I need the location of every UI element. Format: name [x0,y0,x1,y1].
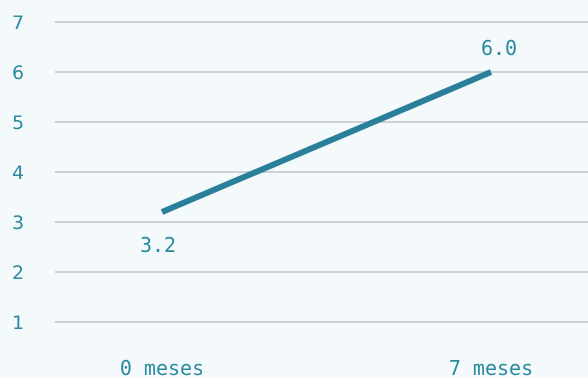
x-axis-ticks: 0 meses 7 meses [120,356,533,378]
series-group [160,69,493,215]
y-tick-label: 3 [12,212,24,234]
y-tick-label: 2 [12,262,24,284]
y-tick-label: 6 [12,62,24,84]
series-line [160,69,493,215]
x-tick-label: 7 meses [449,356,533,378]
data-label: 3.2 [140,233,176,257]
y-axis-ticks: 1 2 3 4 5 6 7 [12,12,24,334]
x-tick-label: 0 meses [120,356,204,378]
data-labels: 3.2 6.0 [140,36,517,257]
data-label: 6.0 [481,36,517,60]
gridlines [55,21,588,323]
y-tick-label: 4 [12,162,24,184]
y-tick-label: 1 [12,312,24,334]
y-tick-label: 7 [12,12,24,34]
y-tick-label: 5 [12,112,24,134]
